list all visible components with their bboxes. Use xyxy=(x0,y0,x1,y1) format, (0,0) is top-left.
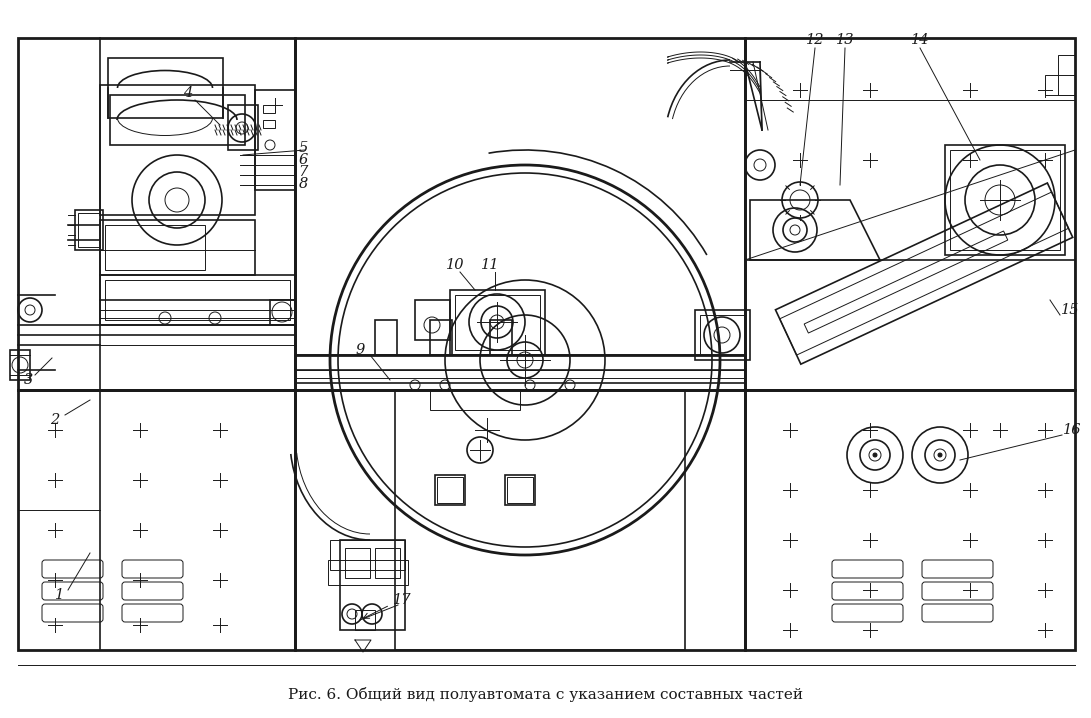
Bar xyxy=(17,390,295,650)
Bar xyxy=(329,540,405,570)
Bar xyxy=(328,560,408,585)
Text: 4: 4 xyxy=(183,86,193,100)
Text: 1: 1 xyxy=(56,588,64,602)
Bar xyxy=(295,355,745,370)
Text: 13: 13 xyxy=(836,33,854,47)
Bar xyxy=(1045,75,1075,95)
Text: 2: 2 xyxy=(50,413,60,427)
Bar xyxy=(263,120,275,128)
Bar xyxy=(10,350,29,380)
Bar xyxy=(745,38,1075,390)
Bar xyxy=(17,38,295,390)
Bar xyxy=(505,475,535,505)
Bar xyxy=(435,475,465,505)
Bar xyxy=(395,390,685,650)
Text: 14: 14 xyxy=(911,33,930,47)
Bar xyxy=(263,105,275,113)
Bar xyxy=(455,295,540,350)
Circle shape xyxy=(938,453,942,457)
Bar xyxy=(295,38,745,390)
Bar xyxy=(355,610,375,630)
Bar xyxy=(108,58,223,118)
Text: 7: 7 xyxy=(298,165,308,179)
Text: 10: 10 xyxy=(446,258,465,272)
Text: 6: 6 xyxy=(298,153,308,167)
Bar xyxy=(415,300,449,340)
Text: 16: 16 xyxy=(1063,423,1081,437)
Bar xyxy=(100,85,255,215)
Bar xyxy=(507,477,533,503)
Bar xyxy=(695,310,750,360)
Text: Рис. 6. Общий вид полуавтомата с указанием составных частей: Рис. 6. Общий вид полуавтомата с указани… xyxy=(288,688,803,702)
Bar xyxy=(269,300,295,325)
Bar xyxy=(375,548,400,578)
Bar xyxy=(340,540,405,630)
Bar xyxy=(375,320,397,355)
Circle shape xyxy=(873,453,877,457)
Text: 11: 11 xyxy=(481,258,500,272)
Bar xyxy=(295,370,745,378)
Text: 3: 3 xyxy=(23,373,33,387)
Bar xyxy=(100,275,295,325)
Bar xyxy=(449,290,546,355)
Bar xyxy=(700,315,745,355)
Bar xyxy=(437,477,463,503)
Bar xyxy=(490,320,512,355)
Text: 15: 15 xyxy=(1060,303,1079,317)
Bar xyxy=(255,90,295,190)
Bar xyxy=(295,390,745,650)
Bar xyxy=(105,280,290,320)
Text: 9: 9 xyxy=(356,343,364,357)
Bar xyxy=(105,225,205,270)
Text: 17: 17 xyxy=(393,593,411,607)
Bar xyxy=(77,213,100,247)
Bar xyxy=(430,320,452,355)
Text: 5: 5 xyxy=(298,141,308,155)
Bar xyxy=(345,548,370,578)
Bar xyxy=(745,390,1075,650)
Bar xyxy=(228,105,257,150)
Bar xyxy=(75,210,103,250)
Bar xyxy=(430,390,520,410)
Bar xyxy=(110,95,245,145)
Bar xyxy=(1058,55,1075,95)
Bar xyxy=(100,220,255,275)
Text: 8: 8 xyxy=(298,177,308,191)
Text: 12: 12 xyxy=(806,33,824,47)
